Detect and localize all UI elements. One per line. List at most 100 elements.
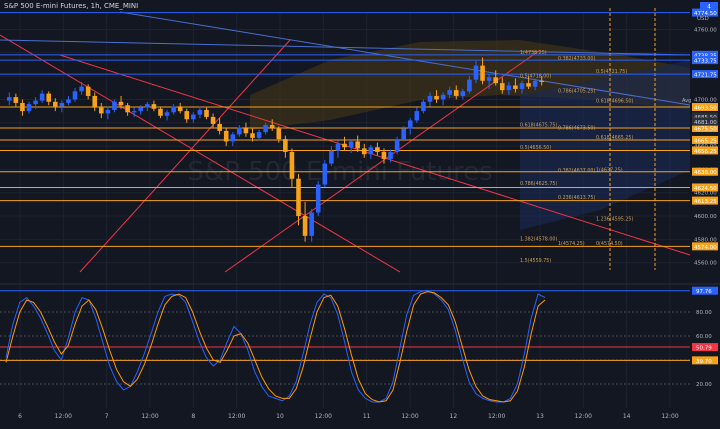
- candle-body: [52, 101, 58, 107]
- price-tick-label: 4620.00: [694, 191, 717, 197]
- price-level-label: 4733.75: [694, 59, 717, 65]
- candle-body: [526, 83, 531, 87]
- candle-body: [329, 150, 334, 164]
- candle-body: [243, 127, 249, 134]
- fib-level-label: 1(4637.25): [596, 168, 623, 174]
- trend-line: [79, 39, 291, 273]
- x-tick-label: 12: [450, 413, 458, 420]
- symbol-header: S&P 500 E-mini Futures, 1h, CME_MINI: [4, 2, 139, 10]
- candle-body: [486, 77, 492, 81]
- candle-body: [348, 141, 354, 148]
- candle-body: [480, 65, 485, 81]
- x-tick-label: 12:00: [661, 413, 678, 420]
- candle-body: [263, 125, 268, 133]
- candle-body: [131, 111, 137, 113]
- info-badge-text: 4: [707, 4, 711, 11]
- candle-body: [447, 90, 452, 95]
- candle-body: [26, 104, 32, 112]
- candle-body: [355, 141, 360, 149]
- price-level-badge: [692, 242, 718, 251]
- candle-body: [368, 147, 374, 155]
- currency-label: USD: [697, 16, 709, 22]
- candle-body: [381, 151, 387, 159]
- stoch-series-line: [5, 289, 546, 403]
- fib-level-label: 0.5(4718.00): [520, 73, 551, 79]
- fib-level-label: 0(4574.50): [596, 241, 623, 247]
- candle-body: [158, 108, 163, 116]
- fib-level-label: 1.382(4578.00): [520, 237, 557, 243]
- candle-body: [92, 95, 98, 108]
- candle-body: [33, 100, 38, 105]
- price-level-badge: [692, 135, 718, 144]
- price-level-badge: [692, 146, 718, 155]
- candle-body: [414, 111, 420, 121]
- candle-body: [85, 86, 91, 96]
- price-level-badge: [692, 167, 718, 176]
- x-tick-label: 12:00: [315, 413, 332, 420]
- fib-level-label: 1(4738.25): [520, 50, 547, 56]
- candle-body: [171, 106, 176, 113]
- candle-body: [434, 95, 439, 100]
- candle-body: [79, 86, 84, 92]
- candle-body: [315, 184, 321, 213]
- candle-body: [151, 104, 157, 109]
- candle-body: [217, 123, 222, 131]
- candle-body: [322, 163, 328, 185]
- candle-body: [112, 101, 117, 110]
- fib-level-label: 0.618(4675.75): [520, 123, 557, 129]
- price-level-badge: [692, 50, 718, 59]
- osc-level-badge: [692, 356, 718, 365]
- fib-level-label: 0.382(4733.00): [558, 56, 595, 62]
- candle-body: [177, 106, 183, 112]
- candle-body: [66, 99, 71, 103]
- x-tick-label: 12:00: [55, 413, 72, 420]
- price-level-label: 4721.75: [694, 73, 717, 79]
- x-tick-label: 8: [191, 413, 195, 420]
- osc-level-badge: [692, 343, 718, 352]
- candle-body: [59, 102, 65, 107]
- osc-tick-label: 20.00: [696, 382, 712, 388]
- x-tick-label: 6: [18, 413, 22, 420]
- candle-body: [460, 91, 466, 96]
- candle-body: [184, 111, 190, 120]
- candle-body: [99, 107, 104, 114]
- candle-body: [394, 139, 400, 152]
- candle-body: [335, 143, 341, 151]
- candle-body: [210, 116, 216, 124]
- candle-body: [532, 80, 538, 87]
- fib-level-label: 0.786(4673.50): [558, 125, 595, 131]
- trend-line: [119, 11, 691, 106]
- osc-level-badge: [692, 286, 718, 295]
- fib-level-label: 0.236(4613.75): [558, 195, 595, 201]
- candle-body: [296, 178, 301, 217]
- price-level-label: 4574.00: [694, 245, 717, 251]
- x-tick-label: 12:00: [228, 413, 245, 420]
- candle-body: [302, 216, 308, 236]
- candle-body: [467, 79, 472, 92]
- x-tick-label: 10: [276, 413, 284, 420]
- candle-body: [230, 134, 236, 142]
- candle-body: [197, 109, 203, 115]
- candle-body: [506, 85, 512, 91]
- price-tick-label: 4580.00: [694, 237, 717, 243]
- x-tick-label: 14: [623, 413, 631, 420]
- trend-line: [59, 54, 691, 256]
- axis-price-badge: [692, 117, 718, 126]
- axis-price-badge-label: 4681.00: [694, 120, 717, 126]
- candle-body: [145, 104, 150, 108]
- fib-level-label: 0.5(4656.50): [520, 145, 551, 151]
- price-tick-label: 4760.00: [694, 27, 717, 33]
- candle-body: [13, 97, 19, 103]
- candle-body: [342, 143, 347, 148]
- candle-body: [125, 105, 130, 113]
- fib-level-label: 1.5(4559.75): [520, 258, 551, 264]
- fib-level-label: 0.5(4721.75): [596, 69, 627, 75]
- x-tick-label: 12:00: [488, 413, 505, 420]
- price-tick-label: 4560.00: [694, 261, 717, 267]
- osc-level-label: 39.70: [696, 359, 712, 365]
- info-badge: [700, 2, 718, 10]
- fib-level-label: 1(4574.25): [558, 241, 585, 247]
- candle-body: [223, 130, 229, 142]
